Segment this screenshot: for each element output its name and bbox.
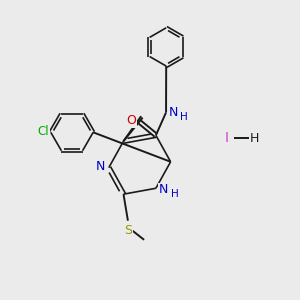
Text: N: N (159, 183, 168, 196)
Text: H: H (250, 132, 259, 145)
Text: S: S (124, 224, 133, 237)
Text: H: H (180, 112, 188, 122)
Text: H: H (171, 189, 179, 199)
Text: Cl: Cl (38, 125, 49, 138)
Text: N: N (168, 106, 178, 119)
Text: I: I (225, 131, 229, 145)
Text: O: O (126, 114, 136, 127)
Text: N: N (96, 160, 105, 173)
